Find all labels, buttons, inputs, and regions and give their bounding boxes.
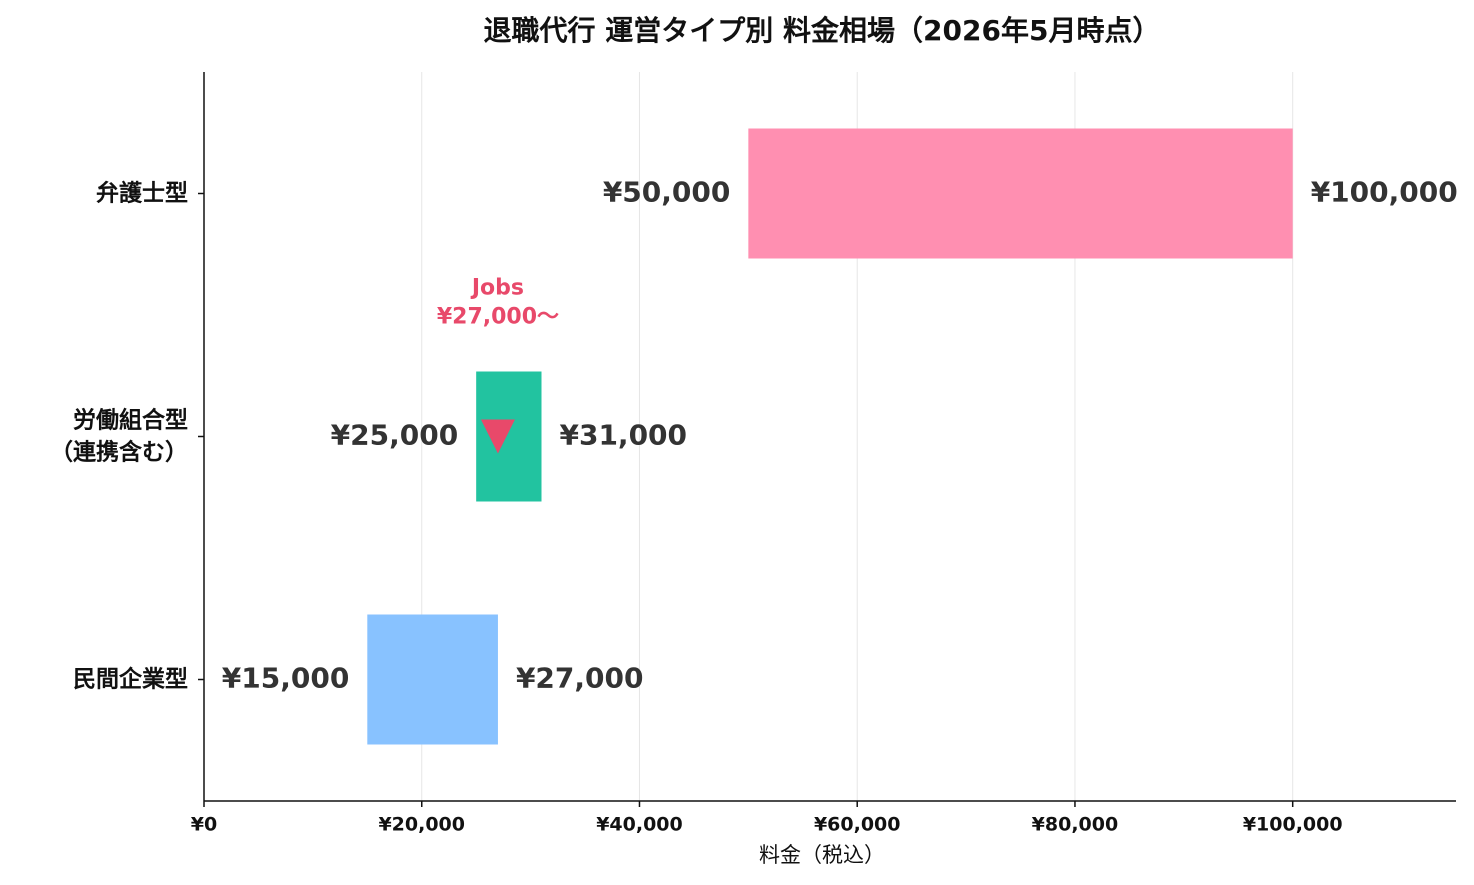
x-tick-label: ¥40,000 <box>596 814 683 836</box>
low-value-label: ¥25,000 <box>331 419 459 452</box>
x-tick-label: ¥100,000 <box>1243 814 1343 836</box>
y-tick-label: 労働組合型（連携含む） <box>50 406 188 465</box>
high-value-label: ¥31,000 <box>559 419 687 452</box>
y-tick-label: 民間企業型 <box>73 665 188 692</box>
x-tick-label: ¥20,000 <box>378 814 465 836</box>
marker-name: Jobs <box>470 276 524 301</box>
marker-label: ¥27,000〜 <box>437 305 559 330</box>
x-tick-label: ¥80,000 <box>1032 814 1119 836</box>
range-bar <box>476 371 542 502</box>
x-tick-label: ¥0 <box>191 814 217 836</box>
high-value-label: ¥27,000 <box>516 662 644 695</box>
y-tick-label: 弁護士型 <box>96 179 188 206</box>
range-bar <box>748 128 1293 259</box>
low-value-label: ¥15,000 <box>222 662 350 695</box>
chart-title: 退職代行 運営タイプ別 料金相場（2026年5月時点） <box>484 14 1161 47</box>
low-value-label: ¥50,000 <box>603 176 731 209</box>
x-axis-label: 料金（税込） <box>759 843 885 867</box>
marker <box>480 419 515 454</box>
high-value-label: ¥100,000 <box>1311 176 1458 209</box>
range-bar <box>367 614 498 745</box>
x-tick-label: ¥60,000 <box>814 814 901 836</box>
